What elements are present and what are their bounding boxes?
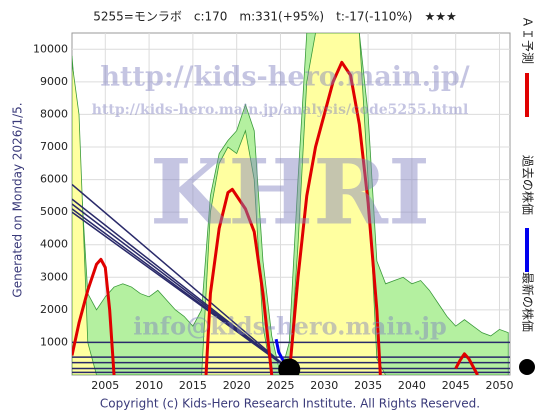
- footer: Copyright (c) Kids-Hero Research Institu…: [100, 397, 480, 411]
- watermark: KHRI: [150, 140, 430, 246]
- y-tick-label: 4000: [40, 238, 68, 251]
- legend-label: ＡＩ予測: [521, 16, 535, 64]
- x-tick-label: 2045: [442, 379, 470, 392]
- generated-label: Generated on Monday 2026/1/5.: [11, 102, 25, 297]
- x-tick-label: 2035: [354, 379, 382, 392]
- x-tick-label: 2005: [91, 379, 119, 392]
- line: [287, 60, 382, 375]
- watermarks: http://kids-hero.main.jp/http://kids-her…: [92, 62, 470, 341]
- x-tick-label: 2020: [223, 379, 251, 392]
- plot: [72, 33, 510, 375]
- y-tick-label: 2000: [40, 303, 68, 316]
- line: [72, 183, 290, 371]
- watermark: http://kids-hero.main.jp/analysis/code52…: [92, 102, 469, 118]
- y-tick-label: 7000: [40, 140, 68, 153]
- legend-marker: [519, 359, 535, 375]
- x-tick-label: 2050: [485, 379, 513, 392]
- y-tick-label: 6000: [40, 173, 68, 186]
- latest-dot: [278, 358, 301, 375]
- line: [72, 257, 116, 375]
- y-tick-label: 8000: [40, 107, 68, 120]
- y-tick-label: 1000: [40, 335, 68, 348]
- area: [72, 33, 387, 375]
- watermark: http://kids-hero.main.jp/: [100, 62, 469, 93]
- x-tick-label: 2030: [310, 379, 338, 392]
- y-tick-label: 10000: [33, 42, 68, 55]
- legend-label: 最新の株価: [521, 272, 536, 332]
- x-tick-label: 2025: [266, 379, 294, 392]
- watermark: info@kids-hero.main.jp: [133, 312, 447, 341]
- legend-label: 過去の株価: [521, 155, 536, 215]
- line: [204, 187, 274, 375]
- y-tick-label: 5000: [40, 205, 68, 218]
- x-tick-label: 2015: [179, 379, 207, 392]
- area: [72, 33, 509, 375]
- y-tick-label: 3000: [40, 270, 68, 283]
- x-tick-label: 2040: [398, 379, 426, 392]
- x-tick-label: 2010: [135, 379, 163, 392]
- y-tick-label: 9000: [40, 75, 68, 88]
- line: [454, 352, 479, 375]
- line: [72, 211, 290, 371]
- chart-title: 5255=モンラボ c:170 m:331(+95%) t:-17(-110%)…: [93, 10, 457, 24]
